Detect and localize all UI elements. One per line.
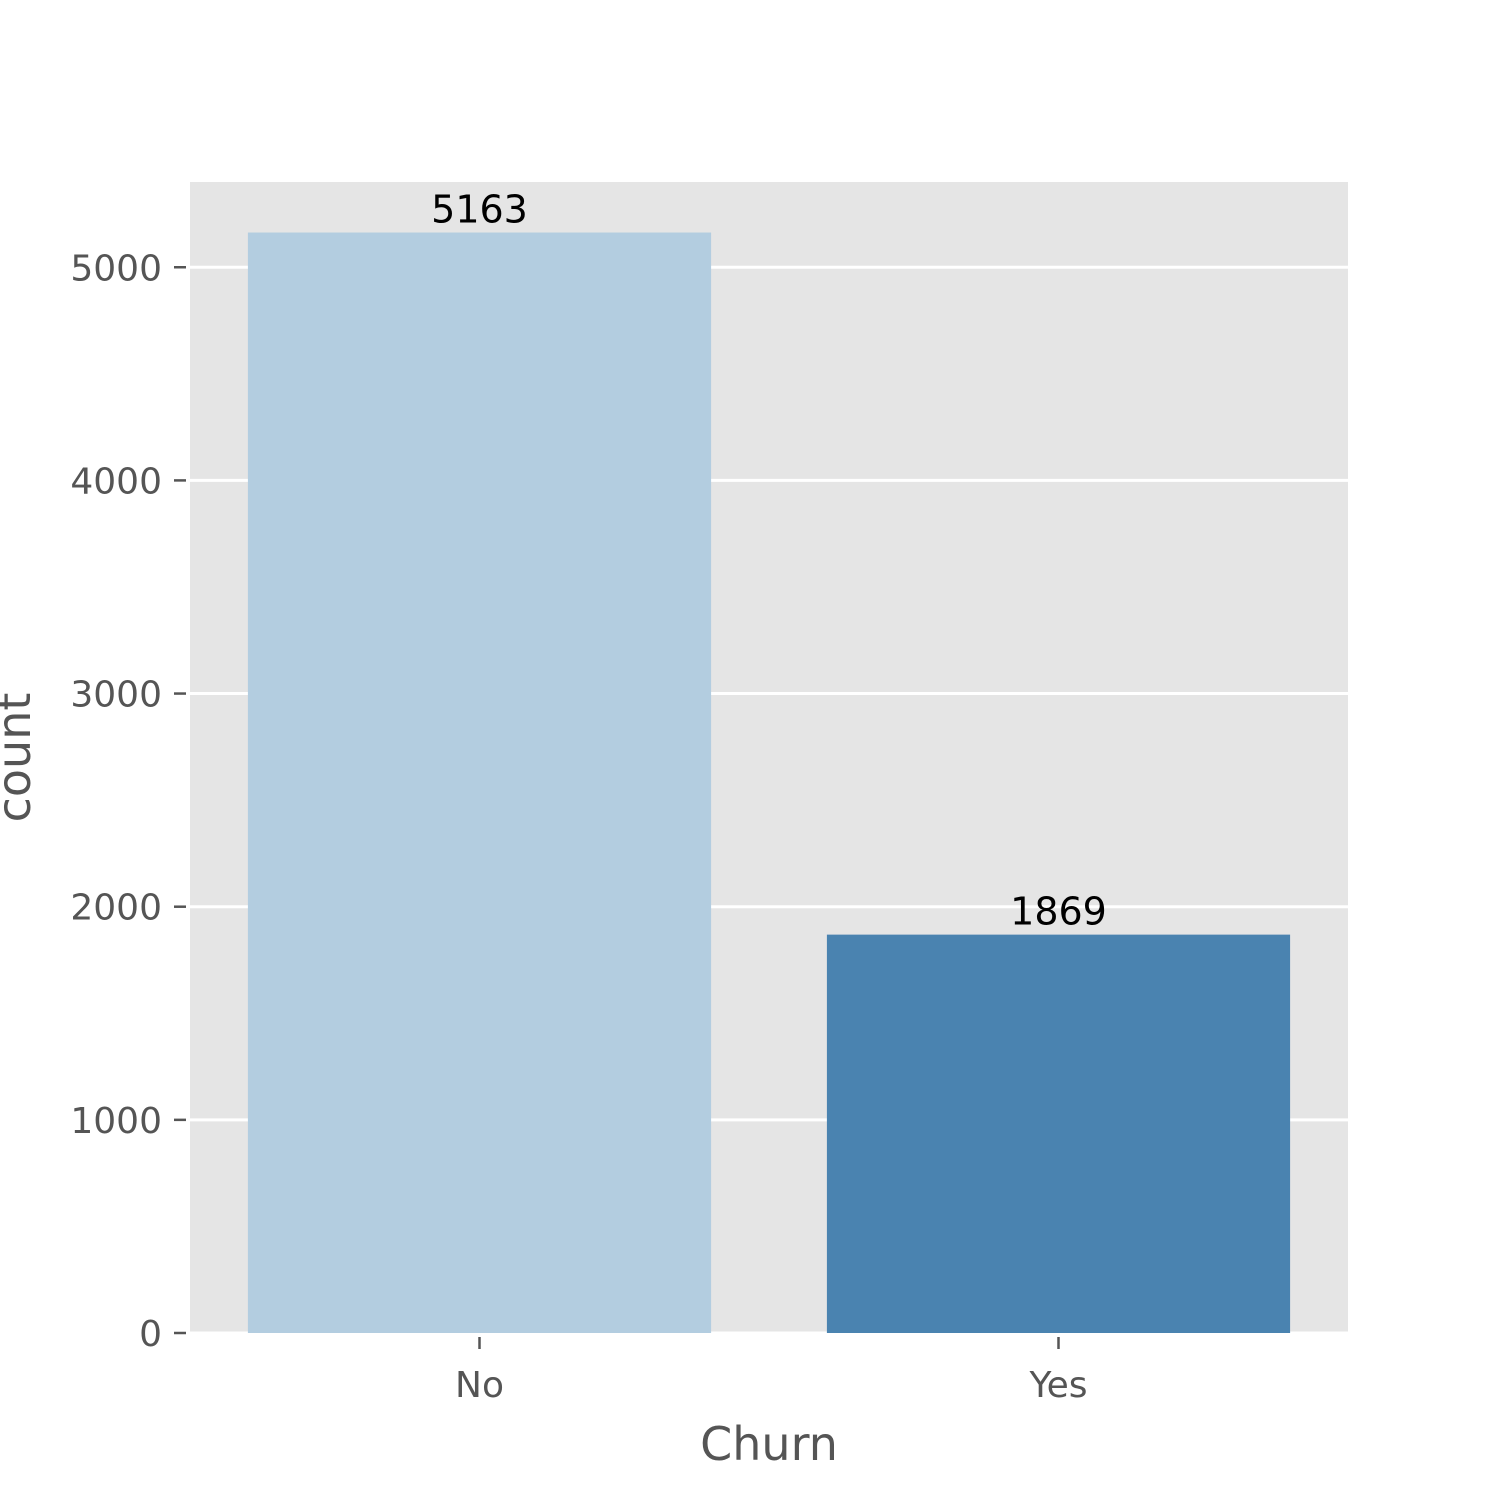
x-axis-label: Churn	[700, 1417, 838, 1471]
bars	[247, 232, 1291, 1333]
y-tick-label: 2000	[70, 888, 162, 929]
data-labels: 5163 1869	[431, 188, 1107, 934]
y-tick-label: 1000	[70, 1101, 162, 1142]
y-axis-label: count	[0, 693, 41, 823]
x-axis-ticks: No Yes	[455, 1337, 1088, 1406]
data-label: 1869	[1010, 890, 1107, 934]
bar-no	[247, 232, 712, 1333]
y-tick-label: 5000	[70, 248, 162, 289]
y-tick-label: 4000	[70, 461, 162, 502]
y-tick-label: 3000	[70, 675, 162, 716]
x-tick-label: No	[455, 1365, 504, 1406]
y-tick-label: 0	[139, 1314, 162, 1355]
x-tick-label: Yes	[1028, 1365, 1087, 1406]
bar-yes	[826, 934, 1291, 1333]
data-label: 5163	[431, 188, 528, 232]
y-axis-ticks: 0 1000 2000 3000 4000 5000	[70, 248, 186, 1355]
